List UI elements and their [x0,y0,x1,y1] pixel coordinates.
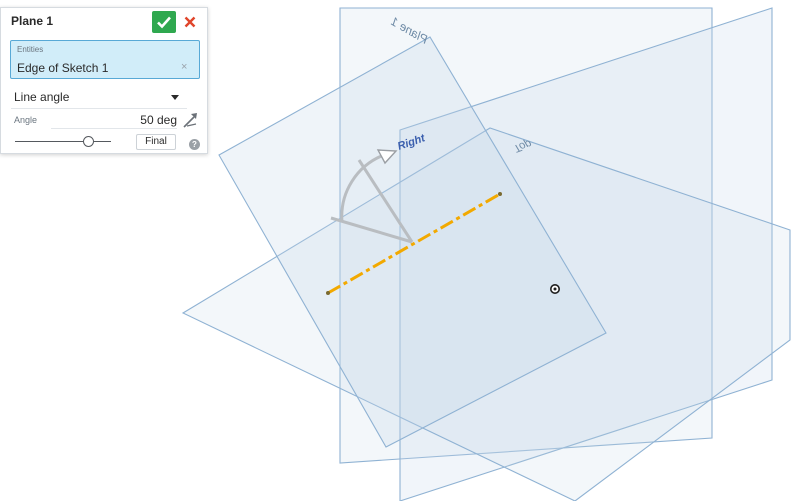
sketch-edge-line[interactable] [327,192,501,295]
entities-label: Entities [17,45,44,54]
accept-button[interactable] [152,11,176,33]
plane-type-dropdown[interactable]: Line angle [11,86,187,109]
angle-slider-thumb[interactable] [83,136,94,147]
chevron-down-icon [171,95,179,100]
close-icon [184,16,196,28]
sketch-line-start-point[interactable] [326,291,330,295]
entities-selection-field[interactable]: Entities Edge of Sketch 1 × [10,40,200,79]
front-plane[interactable] [339,7,713,464]
final-button[interactable]: Final [136,134,176,150]
check-icon [157,16,171,29]
angle-slider-row: Final ? [11,132,200,152]
angle-slider-track[interactable] [15,141,111,142]
entities-value: Edge of Sketch 1 [17,61,109,75]
plane-feature-dialog: Plane 1 Entities Edge of Sketch 1 × Line… [0,7,208,154]
preview-plane-1[interactable] [218,36,607,448]
angle-label: Angle [14,115,38,125]
help-icon[interactable]: ? [189,139,200,150]
top-plane[interactable] [181,127,791,501]
angle-row: Angle 50 deg [11,110,197,130]
plane-label-top: Top [512,137,533,154]
cancel-button[interactable] [181,12,199,32]
origin-icon[interactable] [549,283,560,294]
plane-type-value: Line angle [14,90,70,104]
dialog-title: Plane 1 [11,14,54,28]
clear-selection-icon[interactable]: × [181,61,188,73]
angle-manipulator[interactable] [330,149,414,244]
angle-value: 50 deg [140,113,177,127]
flip-direction-icon[interactable] [182,112,198,128]
right-plane[interactable] [399,7,773,501]
angle-input[interactable]: 50 deg [51,112,177,129]
sketch-line-end-point[interactable] [498,192,502,196]
dialog-header: Plane 1 [1,8,207,34]
